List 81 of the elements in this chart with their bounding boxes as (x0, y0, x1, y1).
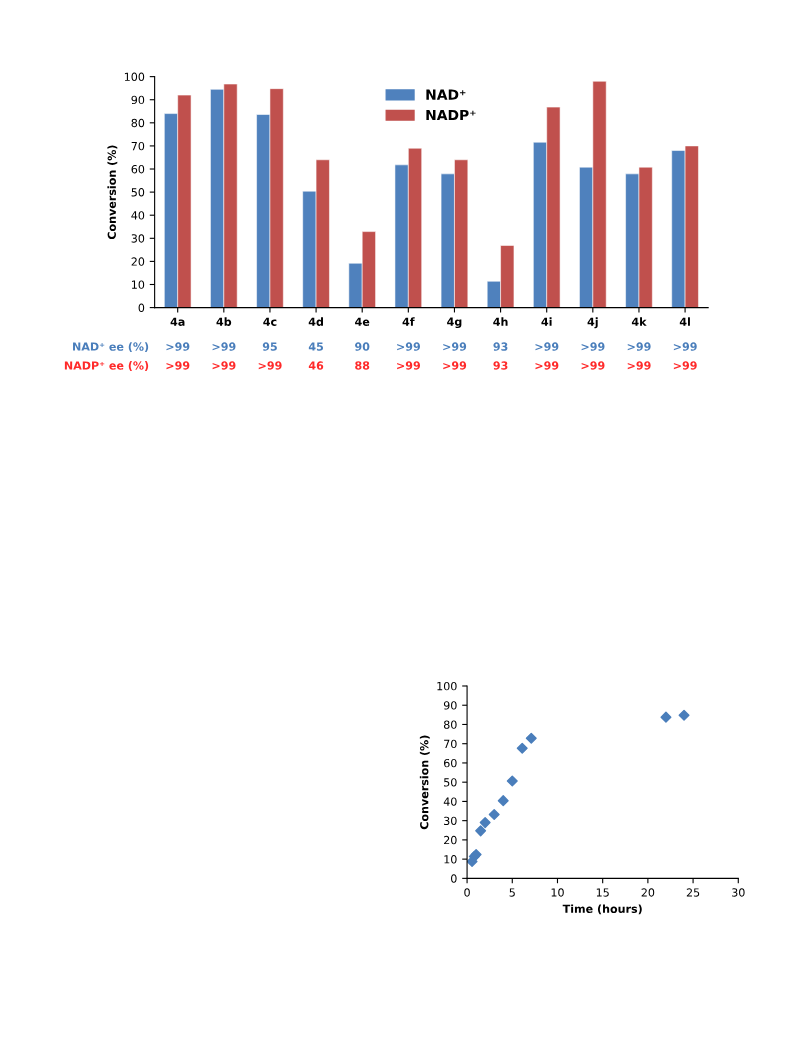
x-tick-label: 4e (355, 317, 370, 326)
text: >99 (535, 342, 559, 351)
text: 90 (355, 342, 370, 351)
point (488, 808, 500, 821)
x-tick-label: 0 (464, 888, 470, 897)
y-tick-label: 10 (131, 280, 145, 289)
y-axis-title: Conversion (%) (107, 145, 118, 240)
text: >99 (627, 342, 651, 351)
text: >99 (166, 342, 190, 351)
x-tick-label: 4b (216, 317, 232, 326)
x-tick-label: 15 (596, 888, 609, 897)
text: >99 (212, 361, 236, 370)
x-tick-label: 4k (631, 317, 647, 326)
text: 46 (308, 361, 324, 370)
y-tick-label: 70 (131, 141, 145, 151)
text: >99 (397, 361, 420, 370)
text: >99 (212, 342, 236, 351)
x-tick-label: 10 (551, 888, 564, 897)
x-tick-label: 20 (641, 888, 655, 897)
y-tick-label: 60 (131, 164, 145, 174)
text: >99 (581, 342, 605, 351)
text: 45 (308, 342, 324, 351)
legend-label: NADP⁺ (426, 109, 476, 121)
y-tick-label: 90 (131, 95, 145, 105)
text: >99 (581, 361, 605, 370)
x-tick-label: 4h (493, 317, 508, 326)
text: >99 (443, 342, 467, 351)
y-tick-label: 80 (443, 720, 457, 729)
x-tick-label: 4c (263, 317, 277, 326)
y-tick-label: 30 (131, 234, 145, 243)
y-tick-label: 20 (444, 835, 457, 845)
y-tick-label: 90 (443, 701, 457, 710)
text: >99 (673, 342, 697, 351)
y-tick-label: 20 (131, 257, 145, 266)
x-tick-label: 4i (541, 317, 552, 326)
y-tick-label: 30 (444, 816, 457, 826)
text: >99 (535, 361, 559, 370)
x-tick-label: 5 (509, 888, 515, 897)
y-tick-label: 100 (437, 681, 457, 691)
x-tick-label: 4j (587, 317, 598, 329)
x-tick-label: 4g (447, 317, 462, 329)
text: NADP⁺ ee (%) (64, 361, 149, 372)
y-tick-label: 60 (443, 758, 457, 768)
point (678, 709, 690, 721)
text: >99 (627, 361, 651, 370)
point (497, 795, 509, 807)
text: >99 (443, 361, 467, 370)
y-tick-label: 50 (131, 188, 145, 197)
text: >99 (166, 361, 190, 370)
x-tick-label: 4l (679, 317, 690, 326)
y-tick-label: 50 (444, 778, 457, 787)
text: 88 (355, 361, 370, 370)
point (660, 711, 672, 723)
point (506, 775, 518, 787)
x-tick-label: 4f (402, 317, 415, 326)
x-tick-label: 25 (686, 888, 700, 897)
y-tick-label: 40 (131, 211, 145, 220)
y-tick-label: 0 (138, 303, 145, 312)
point (516, 742, 528, 754)
text: >99 (397, 342, 420, 351)
point (525, 732, 537, 744)
text: 95 (262, 342, 277, 351)
y-tick-label: 0 (451, 874, 457, 883)
y-tick-label: 10 (444, 855, 457, 864)
x-tick-label: 4d (308, 317, 323, 326)
x-axis-title: Time (hours) (562, 904, 642, 915)
text: >99 (258, 361, 282, 370)
point (479, 817, 491, 829)
point (475, 825, 487, 837)
x-tick-label: 30 (732, 888, 745, 897)
legend-label: NAD⁺ (426, 89, 466, 100)
y-tick-label: 40 (443, 797, 457, 806)
text: NAD⁺ ee (%) (73, 342, 149, 353)
text: >99 (673, 361, 697, 370)
text: 93 (493, 342, 508, 351)
y-tick-label: 100 (124, 72, 145, 82)
y-tick-label: 80 (131, 118, 145, 128)
y-tick-label: 70 (444, 739, 457, 749)
x-tick-label: 4a (170, 317, 185, 326)
text: 93 (493, 361, 508, 370)
y-axis-title: Conversion (%) (419, 735, 430, 830)
